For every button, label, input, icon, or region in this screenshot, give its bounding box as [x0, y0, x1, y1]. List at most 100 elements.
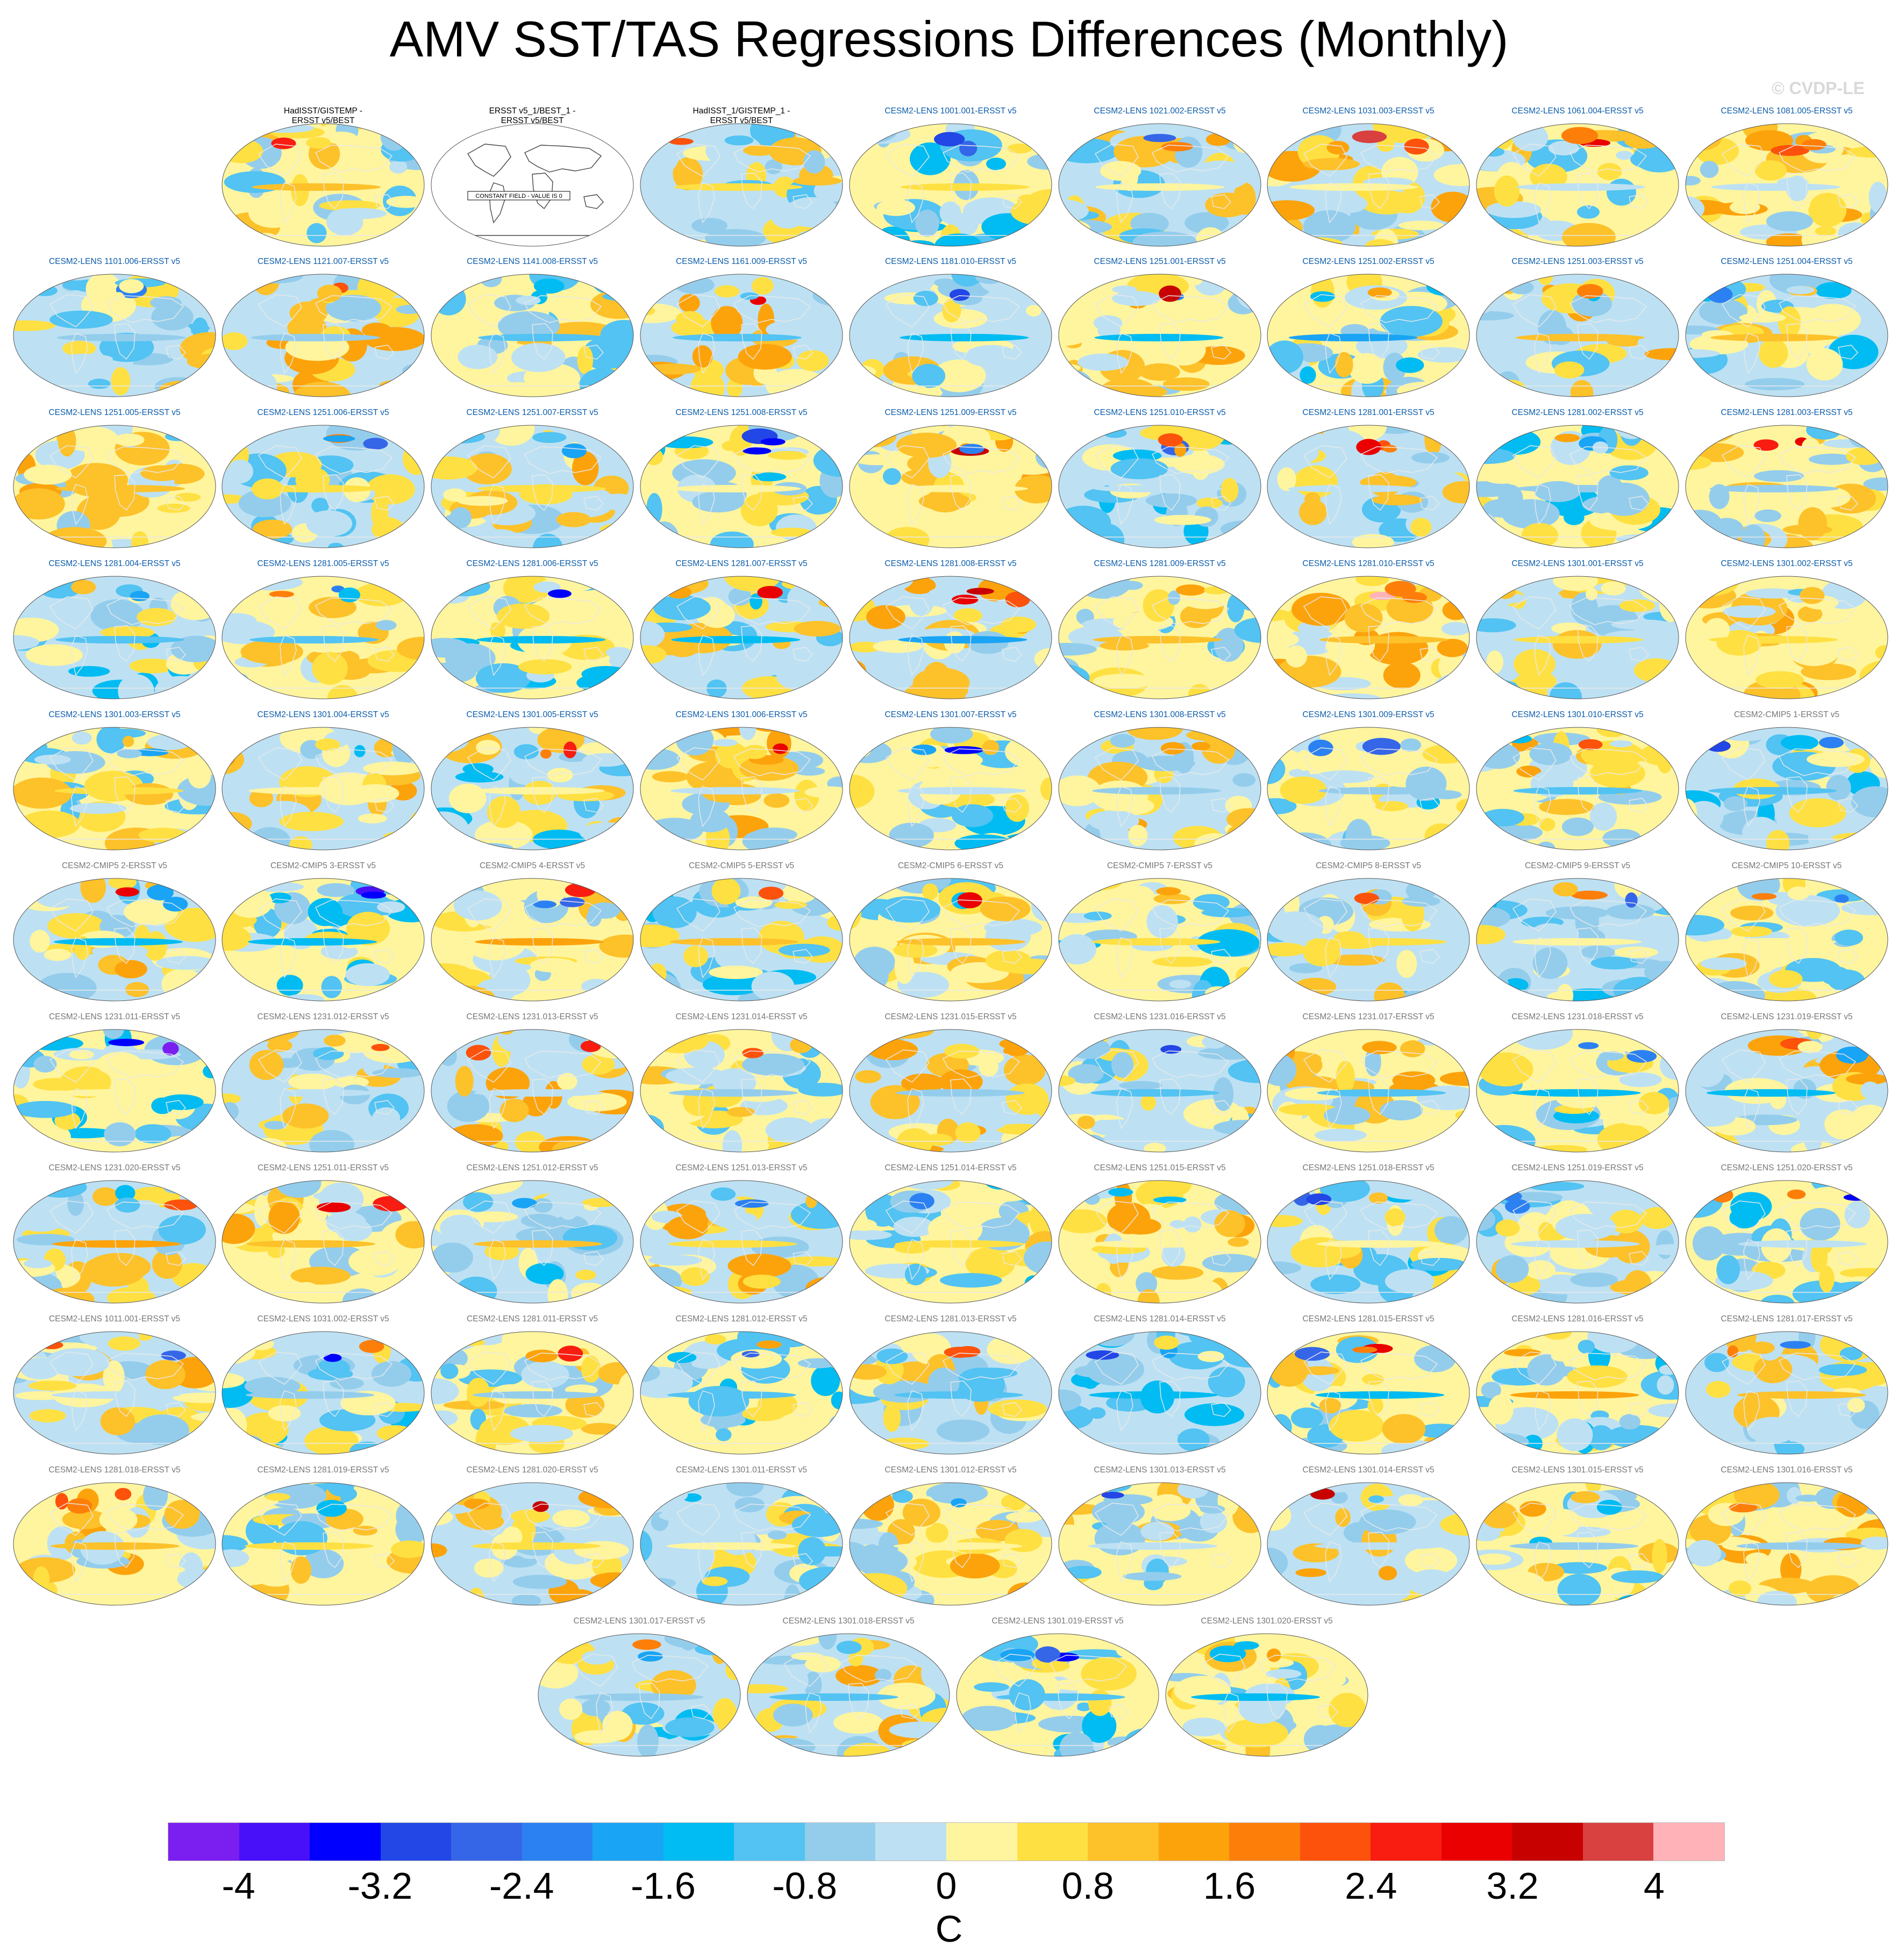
- map-panel: CESM2-LENS 1301.012-ERSST v5: [846, 1465, 1055, 1611]
- anomaly-blob: [707, 679, 727, 698]
- anomaly-blob: [1578, 1042, 1599, 1049]
- coastline: [280, 1239, 297, 1281]
- coastline: [1512, 445, 1557, 478]
- anomaly-blob: [525, 1349, 558, 1363]
- constant-field-box: [467, 191, 570, 201]
- coastline: [1325, 333, 1342, 374]
- anomaly-blob: [1609, 740, 1633, 748]
- coastline: [950, 173, 972, 210]
- coastline: [1368, 173, 1389, 210]
- anomaly-blob: [1158, 433, 1183, 447]
- anomaly-blob: [1269, 1414, 1292, 1441]
- anomaly-blob: [640, 166, 667, 192]
- anomaly-blob: [1362, 1374, 1385, 1385]
- coastline: [1577, 776, 1599, 813]
- anomaly-blob: [337, 892, 393, 919]
- coastline: [323, 323, 344, 360]
- anomaly-blob: [1553, 882, 1578, 897]
- anomaly-blob: [1737, 878, 1780, 901]
- anomaly-blob: [1292, 592, 1351, 626]
- anomaly-blob: [1101, 1492, 1124, 1499]
- anomaly-blob: [440, 1214, 482, 1242]
- anomaly-blob: [1119, 1081, 1162, 1090]
- map-border: [849, 123, 1052, 247]
- anomaly-blob: [1619, 1414, 1641, 1430]
- anomaly-blob: [1111, 1052, 1134, 1078]
- map-border: [849, 878, 1052, 1002]
- anomaly-blob: [1414, 1344, 1457, 1372]
- coastline: [1569, 1353, 1647, 1380]
- anomaly-blob: [1267, 1579, 1291, 1597]
- anomaly-blob: [1578, 1340, 1595, 1354]
- map-panel-title: CESM2-LENS 1301.011-ERSST v5: [675, 1465, 808, 1475]
- coastline: [886, 445, 930, 478]
- anomaly-blob: [1007, 144, 1032, 154]
- anomaly-blob: [455, 771, 504, 783]
- anomaly-blob: [391, 1540, 424, 1558]
- anomaly-blob: [669, 938, 799, 946]
- map-panel: CESM2-CMIP5 8-ERSST v5: [1264, 861, 1473, 1006]
- anomaly-blob: [883, 1403, 901, 1432]
- anomaly-blob: [1657, 1441, 1679, 1454]
- anomaly-blob: [712, 739, 738, 747]
- anomaly-blob: [975, 1186, 1033, 1202]
- anomaly-blob: [248, 1337, 274, 1350]
- anomaly-blob: [99, 1507, 138, 1532]
- coastline: [524, 295, 602, 323]
- map-panel: CESM2-LENS 1021.002-ERSST v5: [1055, 106, 1265, 252]
- map-panel-title: CESM2-LENS 1011.001-ERSST v5: [48, 1314, 181, 1324]
- anomaly-blob: [882, 468, 901, 485]
- anomaly-blob: [743, 447, 772, 455]
- coastline: [1211, 194, 1231, 209]
- anomaly-blob: [317, 883, 355, 897]
- map-panel-title: CESM2-LENS 1231.017-ERSST v5: [1302, 1012, 1435, 1021]
- anomaly-blob: [1832, 832, 1887, 843]
- coastline: [698, 937, 715, 978]
- anomaly-blob: [1647, 1286, 1679, 1303]
- coastline: [793, 647, 813, 662]
- coastline: [886, 596, 930, 630]
- map-panel: CESM2-LENS 1231.016-ERSST v5: [1055, 1012, 1265, 1157]
- map-border: [13, 1180, 216, 1304]
- global-map: [1685, 274, 1888, 397]
- anomaly-blob: [893, 1217, 935, 1237]
- coastline: [1211, 1251, 1231, 1266]
- coastline: [1786, 323, 1808, 360]
- map-panel-grid: HadISST/GISTEMP - ERSST v5/BEST ERSST v5_…: [13, 106, 1888, 1757]
- map-border: [1685, 727, 1888, 850]
- coastline: [793, 1251, 813, 1266]
- map-panel: CESM2-LENS 1251.014-ERSST v5: [846, 1163, 1055, 1308]
- anomaly-blob: [823, 124, 843, 142]
- global-map: [1476, 576, 1679, 699]
- anomaly-blob: [1161, 142, 1193, 152]
- coastline: [1152, 145, 1230, 173]
- global-map: [13, 1180, 216, 1304]
- anomaly-blob: [1806, 348, 1843, 381]
- anomaly-blob: [1514, 649, 1555, 679]
- anomaly-blob: [1382, 1414, 1426, 1444]
- coastline: [676, 1503, 720, 1536]
- map-panel-title: CESM2-CMIP5 1-ERSST v5: [1733, 710, 1840, 719]
- anomaly-blob: [1875, 983, 1888, 1001]
- anomaly-blob: [1108, 1188, 1133, 1197]
- anomaly-blob: [1557, 1573, 1601, 1605]
- anomaly-blob: [1188, 1748, 1221, 1756]
- anomaly-blob: [303, 1549, 344, 1578]
- anomaly-blob: [512, 1575, 567, 1589]
- coastline: [1095, 898, 1139, 932]
- anomaly-blob: [836, 1641, 862, 1654]
- anomaly-blob: [1495, 1255, 1529, 1283]
- anomaly-blob: [1092, 787, 1222, 795]
- anomaly-blob: [466, 1512, 504, 1530]
- anomaly-blob: [472, 1391, 602, 1399]
- anomaly-blob: [894, 949, 915, 984]
- coastline: [315, 1201, 393, 1229]
- anomaly-blob: [1423, 1448, 1440, 1454]
- map-border: [1476, 1482, 1679, 1606]
- colorbar-segment: [1653, 1823, 1725, 1861]
- coastline: [583, 496, 604, 511]
- anomaly-blob: [497, 311, 560, 341]
- colorbar-segment: [1017, 1823, 1088, 1861]
- anomaly-blob: [1729, 1206, 1760, 1229]
- anomaly-blob: [1836, 1046, 1868, 1064]
